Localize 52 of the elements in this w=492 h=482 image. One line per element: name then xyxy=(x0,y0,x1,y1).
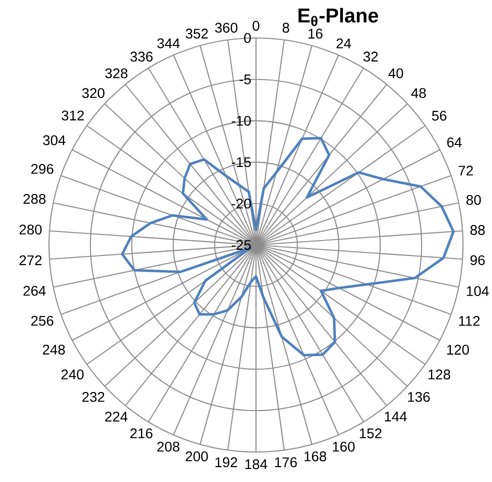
spoke-label: 144 xyxy=(384,412,407,422)
spoke-label: 104 xyxy=(466,286,489,296)
y-tick-label: -25 xyxy=(232,240,251,250)
spoke-label: 192 xyxy=(216,457,238,468)
spoke-label: 168 xyxy=(304,451,326,462)
y-tick-label: -5 xyxy=(240,74,251,84)
spoke-label: 24 xyxy=(336,38,352,48)
spoke-label: 112 xyxy=(459,316,480,326)
spoke-label: 152 xyxy=(360,428,382,438)
spoke-label: 328 xyxy=(105,68,128,78)
spoke-label: 320 xyxy=(82,88,104,98)
spoke-label: 288 xyxy=(24,194,46,204)
spoke-label: 296 xyxy=(31,164,54,174)
spoke-label: 80 xyxy=(466,194,481,205)
spoke-label: 232 xyxy=(82,392,104,402)
spoke-label: 200 xyxy=(186,451,208,462)
spoke-label: 312 xyxy=(62,110,84,120)
spoke-label: 120 xyxy=(447,344,469,355)
spoke-label: 40 xyxy=(388,68,404,78)
spoke-label: 0 xyxy=(252,20,260,31)
y-tick-label: -15 xyxy=(232,157,251,168)
y-tick-label: -10 xyxy=(232,116,251,126)
spoke-label: 224 xyxy=(105,412,128,422)
spoke-label: 360 xyxy=(215,22,238,33)
spoke-label: 128 xyxy=(428,370,450,380)
spoke-label: 136 xyxy=(408,392,430,402)
spoke-label: 72 xyxy=(458,166,473,176)
spoke-label: 208 xyxy=(157,442,180,452)
spoke-label: 160 xyxy=(332,442,355,452)
chart-title: E$_{θ}$-Plane xyxy=(298,8,378,26)
y-tick-label: 0 xyxy=(244,33,251,43)
spoke-label: 248 xyxy=(42,344,65,355)
spoke-label: 56 xyxy=(432,110,446,121)
spoke-label: 88 xyxy=(470,225,485,235)
spoke-label: 272 xyxy=(20,255,42,266)
spoke-label: 64 xyxy=(447,137,462,148)
spoke-label: 240 xyxy=(62,370,84,380)
spoke-label: 16 xyxy=(308,28,322,39)
spoke-label: 336 xyxy=(130,52,153,62)
spoke-label: 184 xyxy=(245,459,268,470)
spoke-label: 48 xyxy=(411,88,426,98)
spoke-label: 264 xyxy=(24,286,46,296)
spoke-label: 344 xyxy=(157,38,180,48)
spoke-label: 32 xyxy=(363,52,378,62)
spoke-label: 304 xyxy=(43,135,66,146)
spoke-label: 352 xyxy=(186,28,208,39)
spoke-label: 176 xyxy=(275,457,297,468)
spoke-label: 280 xyxy=(20,224,42,235)
spoke-label: 96 xyxy=(470,255,485,266)
spoke-label: 8 xyxy=(282,22,290,33)
spoke-label: 256 xyxy=(31,316,54,326)
spoke-label: 216 xyxy=(130,428,152,438)
